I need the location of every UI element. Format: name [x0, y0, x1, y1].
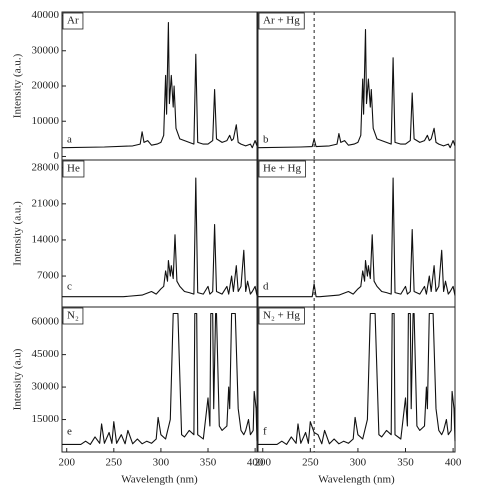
panel-label: Ar + Hg [263, 15, 300, 27]
panel-label: He + Hg [263, 163, 301, 175]
panel-label: Ar [67, 15, 79, 27]
y-tick-label: 14000 [32, 233, 60, 245]
y-tick-label: 0 [54, 150, 60, 162]
panel-letter: e [67, 426, 72, 438]
y-tick-label: 40000 [32, 9, 60, 21]
x-tick-label: 350 [397, 457, 414, 469]
spectrum-line [61, 22, 258, 149]
panel-label-box [258, 307, 305, 325]
panel-label: He [67, 163, 80, 175]
panel-label: N₂ + Hg [263, 310, 300, 322]
panel-letter: f [263, 426, 267, 438]
x-tick-label: 200 [58, 457, 75, 469]
x-tick-label: 400 [445, 457, 462, 469]
y-axis-label: Intensity (a.u.) [12, 201, 24, 266]
panel-frame [257, 306, 456, 453]
y-axis-label: Intensity (a.u) [12, 348, 24, 410]
y-tick-label: 15000 [32, 413, 60, 425]
panel-frame [61, 159, 258, 308]
x-tick-label: 200 [255, 457, 272, 469]
y-tick-label: 30000 [32, 381, 60, 393]
y-tick-label: 28000 [32, 161, 60, 173]
spectrum-line [257, 29, 456, 149]
panel-label-box [62, 12, 84, 30]
x-tick-label: 300 [350, 457, 367, 469]
panel-letter: d [263, 281, 269, 293]
y-tick-label: 10000 [32, 115, 60, 127]
y-tick-label: 7000 [37, 270, 60, 282]
spectrum-line [62, 312, 258, 445]
y-tick-label: 30000 [32, 44, 60, 56]
panel-label-box [258, 160, 306, 178]
panel-label-box [62, 160, 85, 178]
spectrum-line [258, 177, 456, 298]
y-tick-label: 20000 [32, 80, 60, 92]
spectrum-line [258, 312, 456, 445]
x-axis-label: Wavelength (nm) [318, 474, 395, 486]
panel-letter: a [67, 134, 72, 146]
panel-letter: b [263, 134, 269, 146]
x-tick-label: 250 [302, 457, 319, 469]
panel-frame [61, 11, 258, 161]
x-tick-label: 400 [247, 457, 264, 469]
x-tick-label: 350 [200, 457, 217, 469]
y-tick-label: 45000 [32, 348, 60, 360]
panel-letter: c [67, 281, 72, 293]
spectrum-line [62, 177, 258, 298]
x-tick-label: 300 [153, 457, 170, 469]
panel-frame [257, 159, 456, 308]
y-tick-label: 21000 [32, 197, 60, 209]
panel-label-box [258, 12, 305, 30]
panel-label-box [62, 307, 84, 325]
y-axis-label: Intensity (a.u.) [12, 53, 24, 118]
panel-label: N₂ [67, 310, 79, 322]
y-tick-label: 60000 [32, 316, 60, 328]
x-axis-label: Wavelength (nm) [121, 474, 198, 486]
x-tick-label: 250 [106, 457, 123, 469]
panel-frame [61, 306, 258, 453]
